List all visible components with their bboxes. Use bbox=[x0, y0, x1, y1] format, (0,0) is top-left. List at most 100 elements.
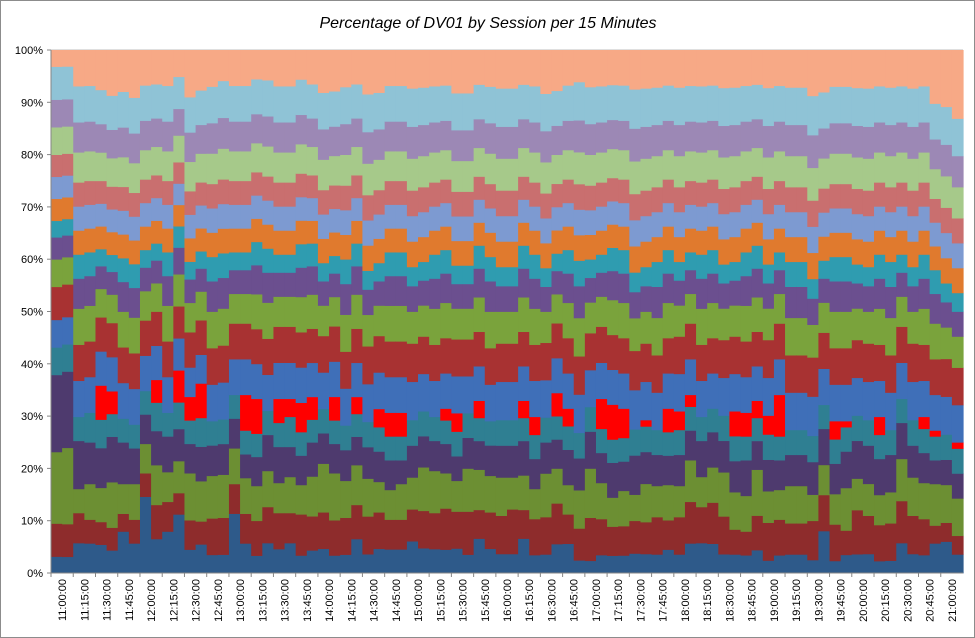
bar-segment bbox=[284, 272, 297, 297]
bar-segment bbox=[940, 144, 953, 177]
bar-segment bbox=[73, 512, 85, 544]
bar-segment bbox=[907, 477, 920, 516]
bar-segment bbox=[896, 206, 908, 231]
bar-segment bbox=[473, 50, 486, 85]
bar-segment bbox=[540, 286, 553, 312]
bar-segment bbox=[106, 294, 119, 324]
bar-segment bbox=[317, 262, 330, 282]
bar-segment bbox=[73, 50, 85, 87]
bar-segment bbox=[373, 238, 386, 264]
bar-segment bbox=[718, 264, 731, 284]
bar-segment bbox=[918, 344, 931, 382]
bar-segment bbox=[429, 122, 441, 153]
bar-segment bbox=[451, 431, 464, 457]
bar-segment bbox=[518, 199, 530, 223]
bar-segment bbox=[885, 211, 897, 238]
bar-segment bbox=[139, 355, 152, 392]
bar-segment bbox=[184, 332, 197, 368]
bar-segment bbox=[773, 489, 786, 520]
bar-segment bbox=[807, 357, 820, 397]
x-tick-label: 17:45:00 bbox=[658, 579, 670, 622]
bar-segment bbox=[484, 86, 497, 124]
bar-segment bbox=[729, 186, 742, 213]
bar-segment bbox=[696, 344, 708, 382]
bar-segment bbox=[440, 202, 452, 227]
bar-segment bbox=[139, 473, 152, 498]
bar-segment bbox=[195, 383, 208, 419]
bar-segment bbox=[51, 50, 63, 67]
bar-segment bbox=[151, 220, 163, 244]
bar-segment bbox=[696, 506, 708, 544]
bar-segment bbox=[329, 520, 341, 556]
bar-segment bbox=[273, 182, 286, 207]
bar-segment bbox=[284, 446, 297, 478]
bar-segment bbox=[151, 402, 163, 432]
bar-segment bbox=[317, 92, 330, 130]
bar-segment bbox=[840, 122, 853, 154]
bar-segment bbox=[785, 286, 797, 319]
bar-segment bbox=[362, 446, 375, 479]
bar-segment bbox=[217, 345, 230, 383]
x-tick-label: 19:15:00 bbox=[791, 579, 803, 622]
y-tick-label: 50% bbox=[21, 307, 43, 319]
bar-segment bbox=[518, 50, 530, 85]
x-tick-label: 14:15:00 bbox=[346, 579, 358, 622]
bar-segment bbox=[462, 216, 475, 242]
bar-segment bbox=[929, 394, 942, 431]
bar-segment bbox=[184, 132, 197, 163]
bar-segment bbox=[340, 425, 352, 451]
bar-segment bbox=[796, 317, 808, 356]
bar-segment bbox=[862, 419, 875, 446]
bar-segment bbox=[785, 155, 797, 188]
bar-segment bbox=[84, 275, 97, 306]
bar-segment bbox=[484, 208, 497, 233]
bar-segment bbox=[874, 560, 886, 574]
bar-segment bbox=[673, 305, 686, 337]
bar-segment bbox=[273, 152, 286, 183]
bar-segment bbox=[329, 255, 341, 274]
bar-segment bbox=[885, 454, 897, 493]
bar-segment bbox=[295, 455, 308, 486]
bar-segment bbox=[840, 384, 853, 422]
bar-segment bbox=[51, 523, 63, 557]
bar-segment bbox=[740, 180, 753, 205]
bar-segment bbox=[340, 480, 352, 519]
bar-segment bbox=[195, 544, 208, 574]
bar-segment bbox=[507, 190, 519, 217]
bar-segment bbox=[651, 392, 664, 431]
bar-segment bbox=[117, 531, 130, 574]
bar-segment bbox=[262, 470, 275, 508]
bar-segment bbox=[51, 198, 63, 222]
bar-segment bbox=[507, 445, 519, 478]
bar-segment bbox=[818, 212, 831, 237]
bar-segment bbox=[607, 369, 619, 405]
bar-segment bbox=[51, 259, 63, 288]
bar-segment bbox=[84, 412, 97, 443]
bar-segment bbox=[317, 159, 330, 191]
bar-segment bbox=[584, 369, 597, 408]
bar-segment bbox=[929, 483, 942, 526]
bar-segment bbox=[273, 326, 286, 363]
bar-segment bbox=[540, 311, 553, 344]
bar-segment bbox=[540, 516, 553, 555]
bar-segment bbox=[907, 553, 920, 574]
bar-segment bbox=[696, 278, 708, 309]
bar-segment bbox=[462, 191, 475, 217]
bar-segment bbox=[106, 129, 119, 159]
bar-segment bbox=[896, 152, 908, 183]
bar-segment bbox=[651, 485, 664, 518]
chart-title: Percentage of DV01 by Session per 15 Min… bbox=[319, 15, 656, 32]
bar-segment bbox=[151, 311, 163, 347]
bar-segment bbox=[507, 311, 519, 344]
bar-segment bbox=[707, 408, 719, 433]
bar-segment bbox=[629, 128, 642, 162]
bar-segment bbox=[762, 522, 775, 561]
bar-segment bbox=[462, 265, 475, 285]
bar-segment bbox=[340, 314, 352, 352]
bar-segment bbox=[551, 50, 564, 92]
bar-segment bbox=[151, 538, 163, 574]
bar-segment bbox=[951, 155, 964, 188]
bar-segment bbox=[384, 275, 397, 306]
bar-segment bbox=[473, 297, 486, 333]
bar-segment bbox=[540, 267, 553, 287]
